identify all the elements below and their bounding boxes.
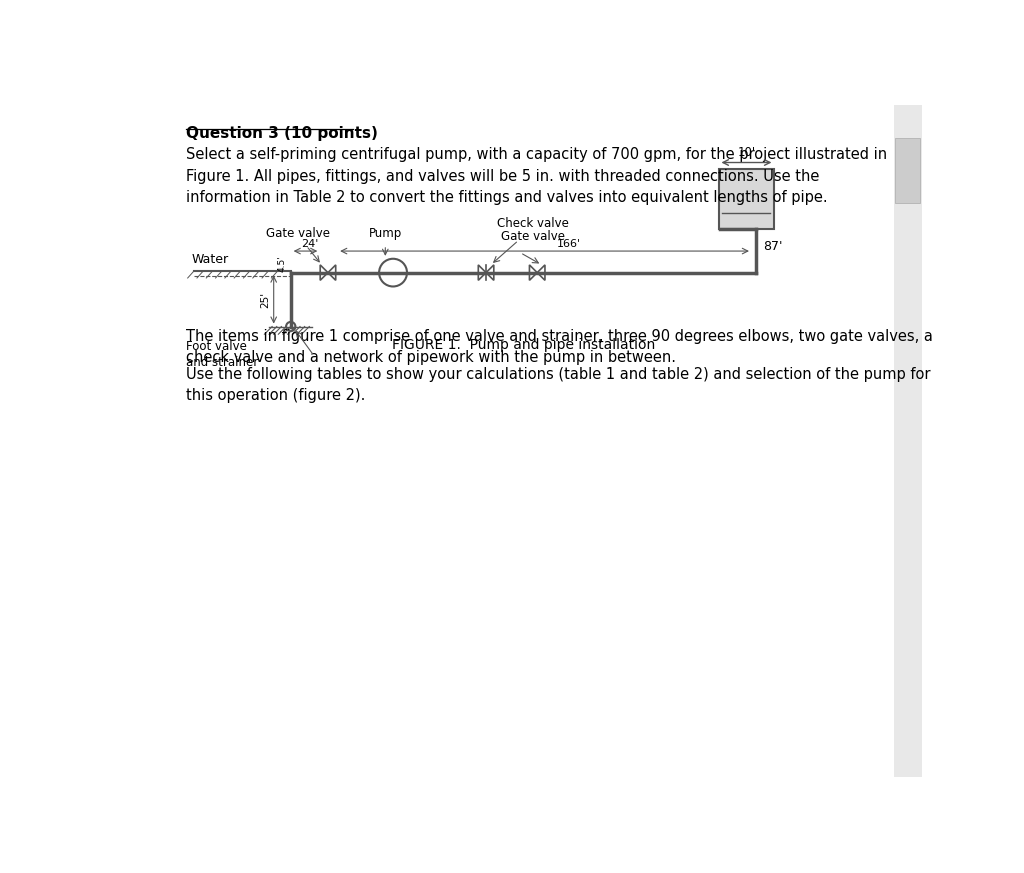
Text: Foot valve: Foot valve <box>186 340 247 354</box>
Text: Use the following tables to show your calculations (table 1 and table 2) and sel: Use the following tables to show your ca… <box>186 367 931 403</box>
Bar <box>894 105 922 777</box>
Text: FIGURE 1.  Pump and pipe installation: FIGURE 1. Pump and pipe installation <box>391 338 654 352</box>
Text: Gate valve: Gate valve <box>501 230 564 244</box>
Text: Water: Water <box>191 253 228 266</box>
Polygon shape <box>538 265 545 280</box>
Text: 10': 10' <box>737 147 756 160</box>
Polygon shape <box>486 265 494 280</box>
Text: Select a self-priming centrifugal pump, with a capacity of 700 gpm, for the proj: Select a self-priming centrifugal pump, … <box>186 148 887 205</box>
Text: 87': 87' <box>764 240 783 253</box>
Text: 25': 25' <box>260 292 270 307</box>
Bar <box>719 168 774 229</box>
Polygon shape <box>529 265 538 280</box>
Text: The items in figure 1 comprise of one valve and strainer, three 90 degrees elbow: The items in figure 1 comprise of one va… <box>186 329 933 366</box>
Text: Question 3 (10 points): Question 3 (10 points) <box>186 127 378 141</box>
Polygon shape <box>478 265 486 280</box>
Text: 4.5': 4.5' <box>278 255 287 272</box>
Bar <box>895 138 920 203</box>
Text: Pump: Pump <box>369 227 402 240</box>
Text: Check valve: Check valve <box>497 217 568 230</box>
Text: 166': 166' <box>557 238 581 249</box>
Polygon shape <box>321 265 328 280</box>
Text: 24': 24' <box>301 238 318 249</box>
Text: and strainer: and strainer <box>186 356 258 368</box>
Text: Gate valve: Gate valve <box>266 227 331 240</box>
Circle shape <box>379 258 407 286</box>
Polygon shape <box>328 265 336 280</box>
